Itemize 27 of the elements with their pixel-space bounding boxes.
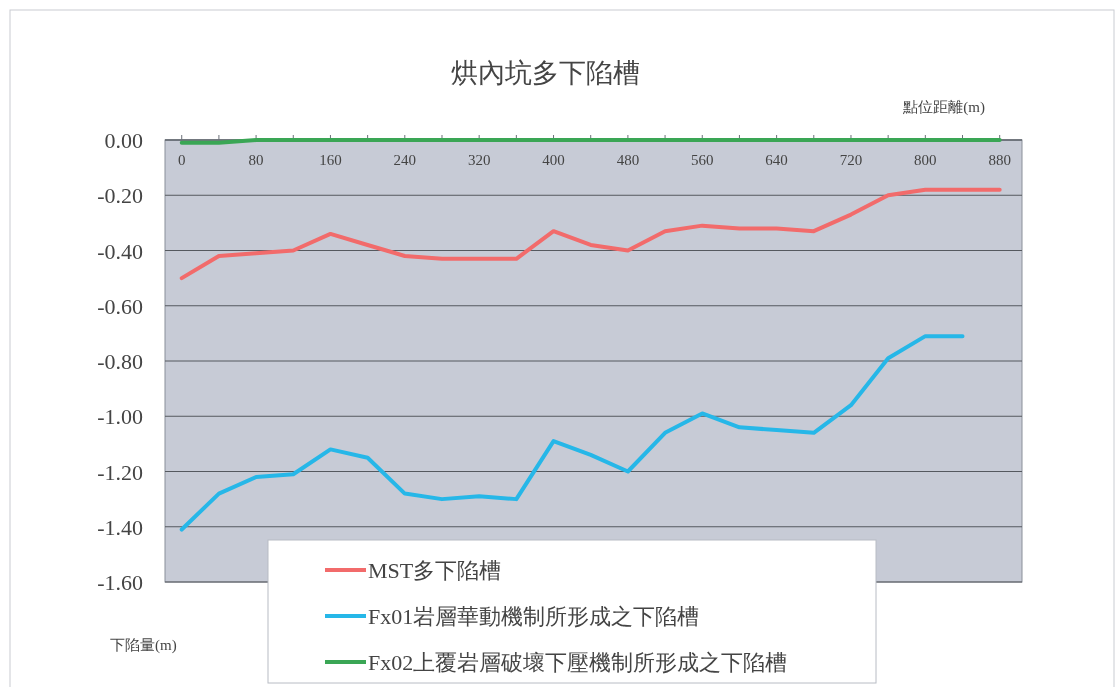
- y-axis-title: 下陷量(m): [110, 637, 177, 654]
- x-tick-label: 400: [542, 152, 565, 168]
- y-tick-label: -0.60: [97, 293, 143, 319]
- y-tick-label: -0.40: [97, 238, 143, 264]
- y-tick-label: -0.20: [97, 183, 143, 209]
- legend-label: Fx01岩層華動機制所形成之下陷槽: [368, 604, 700, 629]
- x-tick-label: 560: [691, 152, 714, 168]
- chart-title: 烘內坑多下陷槽: [450, 58, 640, 88]
- x-tick-label: 0: [177, 152, 186, 168]
- y-tick-label: -1.60: [97, 570, 143, 595]
- legend-label: MST多下陷槽: [368, 558, 502, 583]
- x-tick-label: 640: [765, 152, 788, 168]
- y-tick-label: -0.80: [97, 349, 143, 374]
- x-tick-label: 720: [839, 152, 863, 168]
- x-tick-label: 160: [319, 152, 342, 168]
- legend-label: Fx02上覆岩層破壞下壓機制所形成之下陷槽: [368, 650, 788, 675]
- y-tick-label: -1.20: [97, 459, 143, 485]
- x-axis-title: 點位距離(m): [902, 99, 985, 116]
- y-tick-label: -1.40: [97, 514, 143, 540]
- x-tick-label: 320: [467, 152, 491, 168]
- x-tick-label: 80: [248, 152, 264, 168]
- x-tick-label: 240: [393, 152, 417, 168]
- x-tick-label: 480: [616, 152, 640, 168]
- y-tick-label: -1.00: [97, 404, 143, 430]
- y-tick-label: 0.00: [104, 128, 143, 153]
- x-tick-label: 800: [914, 152, 937, 168]
- x-tick-label: 880: [988, 152, 1011, 168]
